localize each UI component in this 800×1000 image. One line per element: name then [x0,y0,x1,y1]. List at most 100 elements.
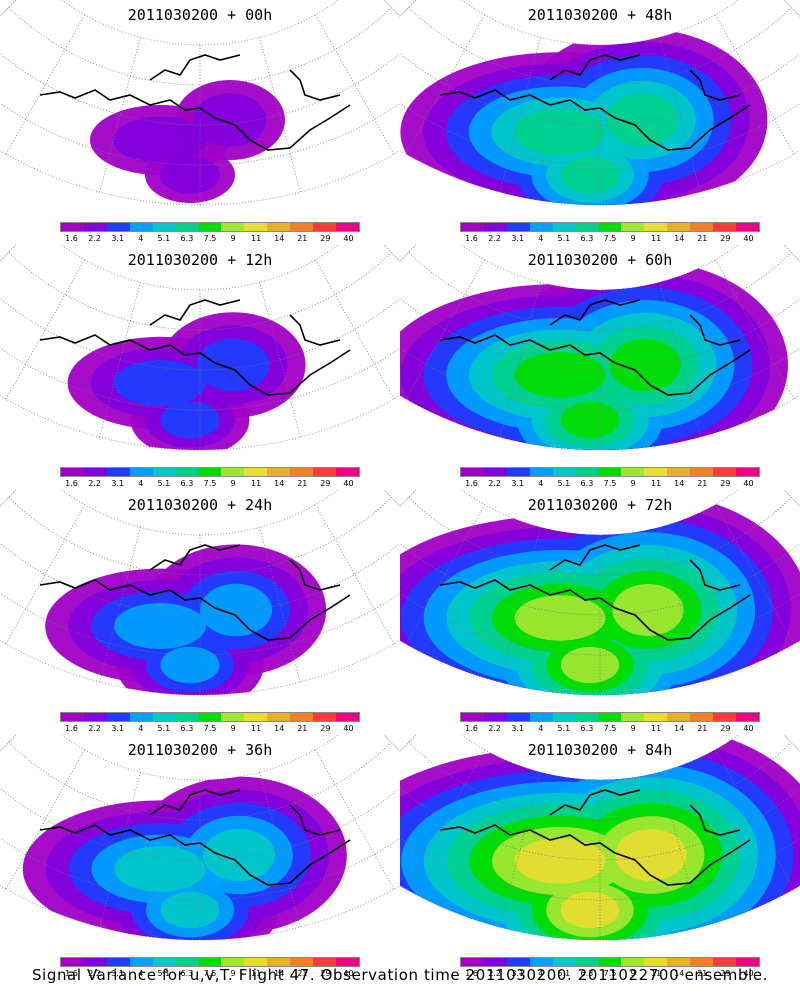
colorbar-segment [221,223,245,231]
colorbar-segment [106,958,130,966]
colorbar-label: 1.6 [465,969,478,978]
colorbar-segment [575,958,599,966]
colorbar-label: 9 [230,479,236,488]
panel-title: 2011030200 + 00h [127,6,273,24]
colorbar-label: 1.6 [65,969,78,978]
variance-contour [114,603,206,649]
colorbar-label: 7.5 [203,479,217,488]
colorbar-segment [221,713,245,721]
colorbar-segment [552,468,576,476]
colorbar-label: 7.5 [203,234,217,243]
colorbar-segment [290,958,314,966]
variance-contour [113,359,207,407]
variance-contour [514,595,606,641]
colorbar-label: 21 [297,724,308,733]
variance-contour [514,352,606,398]
colorbar-segment [621,958,645,966]
colorbar-label: 29 [720,234,731,243]
variance-map [400,0,800,206]
variance-contour [160,891,220,929]
variance-contour [160,156,220,194]
colorbar-label: 7.5 [603,969,617,978]
colorbar-segment [736,468,759,476]
variance-contour [514,838,606,884]
colorbar-label: 2.2 [88,479,101,488]
colorbar-labels: 1.6 2.2 3.1 4 5.1 6.3 7.5 9 11 14 21 29 40 [460,724,760,736]
colorbar-label: 6.3 [180,969,194,978]
colorbar-label: 21 [697,724,708,733]
colorbar-label: 5.1 [157,479,171,488]
colorbar-segment [244,223,268,231]
colorbar-segment [621,468,645,476]
colorbar-segment [529,958,553,966]
colorbar-label: 40 [743,479,754,488]
colorbar-label: 7.5 [603,234,617,243]
coastline [39,544,351,641]
colorbar-segment [129,223,153,231]
colorbar-label: 9 [230,969,236,978]
colorbar-segment [61,468,84,476]
colorbar-segment [461,713,484,721]
forecast-panel: 2011030200 + 12h 1.6 2.2 3.1 4 5.1 6.3 7.5 9 11 14… [0,245,400,490]
colorbar-label: 14 [674,724,685,733]
colorbar-segment [267,958,291,966]
colorbar-segment [690,958,714,966]
colorbar-label: 1.6 [465,479,478,488]
colorbar-label: 11 [651,234,662,243]
coastline [39,54,351,151]
colorbar-label: 2.2 [88,969,101,978]
colorbar-label: 21 [297,479,308,488]
colorbar-segment [690,468,714,476]
colorbar-segment [667,468,691,476]
colorbar-segment [290,468,314,476]
colorbar-segment [244,713,268,721]
coastline [39,299,351,396]
colorbar-label: 4 [138,234,144,243]
colorbar-segment [713,468,737,476]
colorbar-segment [175,223,199,231]
colorbar-segment [175,958,199,966]
panel-title: 2011030200 + 84h [527,741,673,759]
colorbar-label: 5.1 [557,969,571,978]
colorbar-label: 2.2 [488,234,501,243]
colorbar-label: 40 [343,234,354,243]
colorbar-segment [152,958,176,966]
colorbar-segment [198,713,222,721]
colorbar-segment [83,223,107,231]
colorbar-segment [106,713,130,721]
colorbar-labels: 1.6 2.2 3.1 4 5.1 6.3 7.5 9 11 14 21 29 40 [460,234,760,246]
colorbar-segment [644,713,668,721]
colorbar-label: 5.1 [557,234,571,243]
variance-contour [203,828,275,882]
colorbar-label: 29 [320,969,331,978]
forecast-panel: 2011030200 + 00h 1.6 2.2 3.1 4 5.1 6.3 7.5 9 11 14… [0,0,400,245]
colorbar-label: 9 [630,234,636,243]
colorbar-label: 21 [697,234,708,243]
colorbar-label: 29 [720,479,731,488]
colorbar-segment [221,958,245,966]
variance-map [0,490,400,696]
colorbar-labels: 1.6 2.2 3.1 4 5.1 6.3 7.5 9 11 14 21 29 40 [60,724,360,736]
colorbar-segment [713,958,737,966]
forecast-panel: 2011030200 + 48h 1.6 2.2 3.1 4 5.1 6.3 7.5 9 11 14… [400,0,800,245]
colorbar-segment [198,468,222,476]
colorbar-segment [736,958,759,966]
colorbar-label: 29 [720,724,731,733]
colorbar-label: 14 [674,969,685,978]
colorbar-label: 40 [743,969,754,978]
colorbar-label: 4 [138,724,144,733]
colorbar-segment [61,223,84,231]
coastline [439,544,751,641]
colorbar-label: 4 [538,724,544,733]
colorbar-label: 7.5 [603,724,617,733]
panel-title: 2011030200 + 72h [527,496,673,514]
colorbar-segment [483,468,507,476]
colorbar-label: 40 [743,724,754,733]
forecast-panel: 2011030200 + 24h 1.6 2.2 3.1 4 5.1 6.3 7.5 9 11 14… [0,490,400,735]
colorbar [60,712,360,722]
colorbar-segment [575,223,599,231]
colorbar-label: 1.6 [65,479,78,488]
colorbar-segment [598,713,622,721]
colorbar-label: 9 [630,969,636,978]
coastline [439,789,751,886]
